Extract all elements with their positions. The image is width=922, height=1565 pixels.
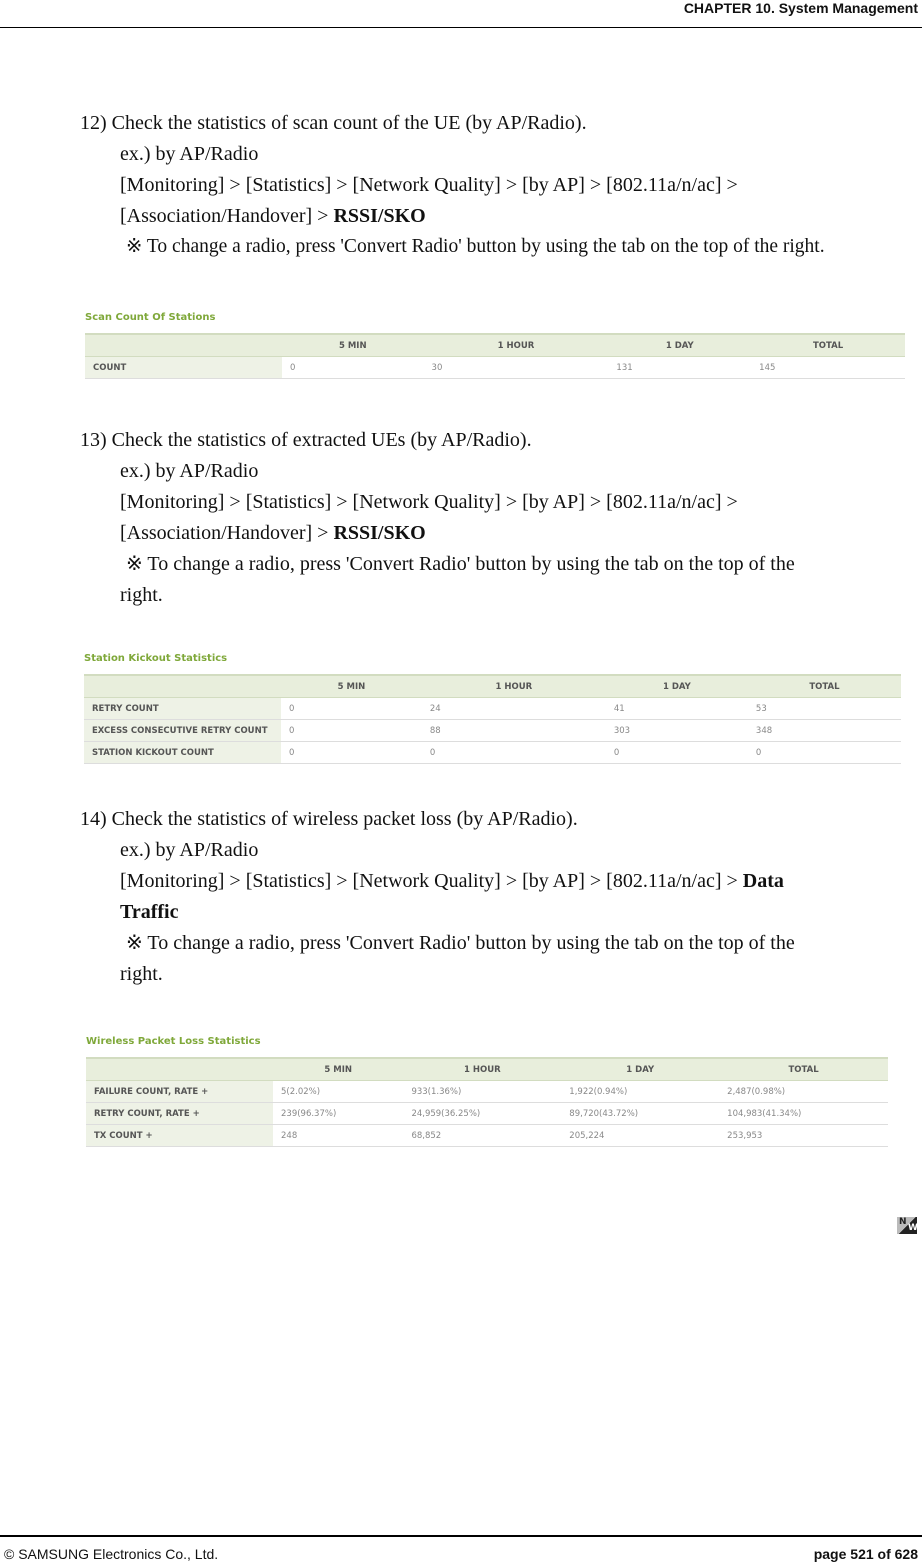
station-kickout-table: 5 MIN 1 HOUR 1 DAY TOTAL RETRY COUNT 0 24 41 53 E… — [84, 674, 901, 764]
table-row: RETRY COUNT 0 24 41 53 — [84, 697, 901, 720]
header-row: 5 MIN 1 HOUR 1 DAY TOTAL — [86, 1057, 888, 1081]
section-14-path2: Traffic — [120, 901, 179, 923]
cell-value: 30 — [423, 356, 609, 379]
section-14-example: ex.) by AP/Radio — [120, 839, 259, 861]
section-13-heading: 13) Check the statistics of extracted UE… — [80, 429, 532, 451]
table-row: COUNT 0 30 131 145 — [85, 356, 905, 379]
footer-copyright: © SAMSUNG Electronics Co., Ltd. — [4, 1546, 219, 1562]
table-row: FAILURE COUNT, RATE +5(2.02%) 933(1.36%) 1… — [86, 1080, 888, 1103]
row-label: EXCESS CONSECUTIVE RETRY COUNT — [84, 719, 281, 742]
header-row: 5 MIN 1 HOUR 1 DAY TOTAL — [85, 333, 905, 357]
table-row: RETRY COUNT, RATE +239(96.37%) 24,959(36.… — [86, 1102, 888, 1125]
row-label: RETRY COUNT — [84, 697, 281, 720]
cell-value: 253,953 — [719, 1124, 888, 1147]
path-text: [Monitoring] > [Statistics] > [Network Q… — [120, 870, 743, 892]
header-row: 5 MIN 1 HOUR 1 DAY TOTAL — [84, 674, 901, 698]
cell-value: 24,959(36.25%) — [403, 1102, 562, 1125]
column-header: 1 DAY — [608, 333, 752, 357]
chapter-header: CHAPTER 10. System Management — [683, 0, 918, 16]
footer-divider — [0, 1535, 922, 1537]
column-header: 5 MIN — [273, 1057, 404, 1081]
cell-value: 2,487(0.98%) — [719, 1080, 888, 1103]
path-text: [Association/Handover] > — [120, 205, 334, 227]
header-divider — [0, 27, 922, 28]
column-header: 1 HOUR — [421, 674, 606, 698]
column-header: TOTAL — [719, 1057, 888, 1081]
column-header: 1 DAY — [605, 674, 748, 698]
column-header — [86, 1057, 273, 1081]
cell-value: 41 — [605, 697, 748, 720]
table-title: Station Kickout Statistics — [84, 653, 228, 664]
cell-value: 88 — [421, 719, 606, 742]
section-13-note: ※ To change a radio, press 'Convert Radi… — [126, 553, 795, 575]
cell-value: 303 — [605, 719, 748, 742]
section-12-path2: [Association/Handover] > RSSI/SKO — [120, 204, 426, 228]
section-14-heading: 14) Check the statistics of wireless pac… — [80, 808, 578, 830]
cell-value: 239(96.37%) — [273, 1102, 404, 1125]
cell-value: 104,983(41.34%) — [719, 1102, 888, 1125]
cell-value: 145 — [751, 356, 905, 379]
table-row: STATION KICKOUT COUNT 0 0 0 0 — [84, 741, 901, 764]
column-header: 1 HOUR — [423, 333, 609, 357]
cell-value: 0 — [605, 741, 748, 764]
section-14-note: ※ To change a radio, press 'Convert Radi… — [126, 932, 795, 954]
cell-value: 0 — [281, 719, 422, 742]
column-header: 5 MIN — [281, 674, 422, 698]
row-label[interactable]: TX COUNT + — [86, 1124, 273, 1147]
row-label: COUNT — [85, 356, 282, 379]
packet-loss-table: 5 MIN 1 HOUR 1 DAY TOTAL FAILURE COUNT, RATE… — [86, 1057, 888, 1147]
section-12-note: ※ To change a radio, press 'Convert Radi… — [126, 236, 825, 257]
section-13-example: ex.) by AP/Radio — [120, 460, 259, 482]
column-header: 5 MIN — [282, 333, 424, 357]
cell-value: 0 — [282, 356, 424, 379]
cell-value: 0 — [281, 697, 422, 720]
section-13-path2: [Association/Handover] > RSSI/SKO — [120, 521, 426, 545]
column-header: 1 DAY — [561, 1057, 720, 1081]
column-header — [84, 674, 281, 698]
section-12-path: [Monitoring] > [Statistics] > [Network Q… — [120, 174, 738, 196]
column-header: 1 HOUR — [403, 1057, 562, 1081]
path-text: [Association/Handover] > — [120, 522, 334, 544]
cell-value: 205,224 — [561, 1124, 720, 1147]
cell-value: 0 — [281, 741, 422, 764]
cell-value: 348 — [747, 719, 901, 742]
section-14-path: [Monitoring] > [Statistics] > [Network Q… — [120, 869, 784, 893]
cell-value: 5(2.02%) — [273, 1080, 404, 1103]
table-row: TX COUNT +248 68,852 205,224 253,953 — [86, 1124, 888, 1147]
section-14-note-cont: right. — [120, 963, 163, 985]
row-label: STATION KICKOUT COUNT — [84, 741, 281, 764]
row-label[interactable]: RETRY COUNT, RATE + — [86, 1102, 273, 1125]
cell-value: 53 — [747, 697, 901, 720]
table-title: Wireless Packet Loss Statistics — [86, 1036, 261, 1047]
row-label[interactable]: FAILURE COUNT, RATE + — [86, 1080, 273, 1103]
cell-value: 1,922(0.94%) — [561, 1080, 720, 1103]
cell-value: 933(1.36%) — [403, 1080, 562, 1103]
cell-value: 24 — [421, 697, 606, 720]
section-13-path: [Monitoring] > [Statistics] > [Network Q… — [120, 491, 738, 513]
cell-value: 131 — [608, 356, 752, 379]
path-bold: RSSI/SKO — [333, 522, 426, 544]
section-13-note-cont: right. — [120, 584, 163, 606]
path-bold: RSSI/SKO — [333, 205, 426, 227]
cell-value: 0 — [421, 741, 606, 764]
cell-value: 248 — [273, 1124, 404, 1147]
column-header: TOTAL — [751, 333, 905, 357]
cell-value: 89,720(43.72%) — [561, 1102, 720, 1125]
section-12-heading: 12) Check the statistics of scan count o… — [80, 112, 587, 134]
cell-value: 68,852 — [403, 1124, 562, 1147]
footer-page-number: page 521 of 628 — [813, 1546, 918, 1562]
table-title: Scan Count Of Stations — [85, 312, 216, 323]
section-12-example: ex.) by AP/Radio — [120, 143, 259, 165]
path-bold: Data — [742, 870, 784, 892]
table-row: EXCESS CONSECUTIVE RETRY COUNT 0 88 303 348 — [84, 719, 901, 742]
scan-count-table: 5 MIN 1 HOUR 1 DAY TOTAL COUNT 0 30 131 145 — [85, 333, 905, 379]
column-header: TOTAL — [747, 674, 901, 698]
column-header — [85, 333, 282, 357]
cell-value: 0 — [747, 741, 901, 764]
